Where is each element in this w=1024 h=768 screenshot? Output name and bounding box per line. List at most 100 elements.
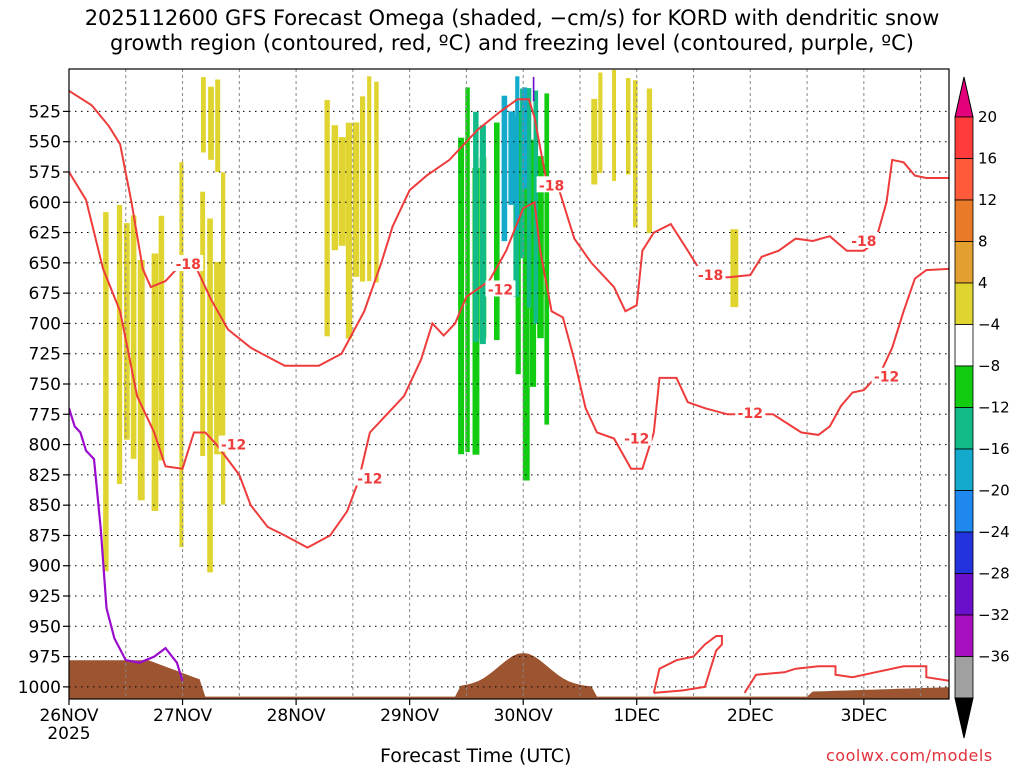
dgz-contour [652, 635, 723, 694]
colorbar-segment [954, 116, 974, 159]
omega-streak [458, 137, 465, 455]
colorbar-segment [954, 448, 974, 491]
omega-streak [515, 76, 520, 230]
omega-streak [530, 139, 537, 387]
colorbar-segment [954, 199, 974, 242]
x-tick-label: 29NOV [380, 706, 439, 726]
contour-label-bg [536, 176, 567, 193]
y-tick-label: 1000 [18, 678, 61, 698]
y-tick-label: 775 [29, 405, 61, 425]
grid-lines [69, 69, 949, 699]
y-tick-label: 600 [29, 193, 61, 213]
colorbar-top-arrow [954, 76, 974, 118]
terrain-surface [69, 653, 949, 699]
colorbar-segment [954, 490, 974, 533]
colorbar-label: −20 [978, 482, 1010, 500]
y-tick-label: 700 [29, 314, 61, 334]
contour-label-bg [218, 435, 249, 452]
y-tick-label: 800 [29, 436, 61, 456]
colorbar-label: −4 [978, 316, 1000, 334]
omega-streak [208, 86, 214, 160]
colorbar-segment [954, 531, 974, 574]
colorbar-segment [954, 158, 974, 201]
colorbar-label: 4 [978, 274, 988, 292]
y-tick-label: 900 [29, 557, 61, 577]
contour-lines [69, 89, 949, 694]
colorbar-segment [954, 407, 974, 450]
title-line-2: growth region (contoured, red, ºC) and f… [110, 31, 914, 55]
y-tick-label: 625 [29, 224, 61, 244]
contour-label: -12 [738, 406, 763, 422]
omega-streak [532, 76, 535, 102]
omega-streak [633, 80, 638, 228]
omega-streak [612, 69, 616, 181]
contour-label-bg [848, 232, 879, 249]
omega-streak [338, 137, 346, 246]
contour-labels: -18 -18 -18 -18 -12 -12 -12 -12 -12 -12 [173, 176, 902, 488]
contour-label: -18 [698, 268, 723, 284]
colorbar-segment [954, 365, 974, 408]
colorbar-label: −16 [978, 440, 1010, 458]
x-axis-label: Forecast Time (UTC) [380, 745, 572, 767]
y-axis: 525 550 575 600 625 650 675 700 725 750 775 800 825 8… [18, 102, 69, 698]
omega-streak [508, 111, 515, 205]
omega-streak [479, 125, 486, 345]
colorbar-segment [954, 614, 974, 657]
omega-streak [130, 215, 137, 459]
y-tick-label: 750 [29, 375, 61, 395]
omega-streak [215, 79, 221, 172]
omega-streak [324, 99, 330, 337]
contour-label: -12 [221, 438, 246, 454]
omega-streak [137, 260, 145, 501]
freezing-level-contour [69, 407, 184, 682]
y-tick-label: 825 [29, 466, 61, 486]
contour-label-bg [173, 255, 204, 272]
x-tick-label: 2DEC [727, 706, 774, 726]
colorbar-segment [954, 573, 974, 616]
y-tick-label: 550 [29, 133, 61, 153]
colorbar-label: 12 [978, 191, 997, 209]
contour-label-bg [621, 429, 652, 446]
omega-streak [151, 253, 159, 511]
omega-streak [465, 87, 470, 453]
x-tick-label: 28NOV [267, 706, 326, 726]
omega-streak [201, 77, 206, 153]
y-tick-label: 850 [29, 496, 61, 516]
colorbar-bottom-arrow [954, 697, 974, 739]
omega-shading [103, 69, 739, 573]
colorbar-label: −24 [978, 523, 1010, 541]
colorbar-label: −36 [978, 648, 1010, 666]
contour-label: -12 [624, 432, 649, 448]
colorbar-segment [954, 324, 974, 367]
omega-streak [123, 223, 130, 440]
y-tick-label: 875 [29, 526, 61, 546]
omega-streak [501, 95, 508, 242]
contour-label: -18 [176, 257, 201, 273]
colorbar-segment [954, 282, 974, 325]
x-tick-label: 30NOV [494, 706, 553, 726]
y-tick-label: 650 [29, 254, 61, 274]
contour-label: -18 [539, 178, 564, 194]
colorbar-label: 16 [978, 150, 997, 168]
omega-streak [646, 88, 653, 234]
omega-streak [367, 76, 372, 282]
contour-label: -12 [357, 472, 382, 488]
contour-label-bg [695, 265, 726, 282]
omega-streak [179, 162, 184, 548]
omega-streak [158, 215, 165, 461]
omega-streak [598, 72, 603, 173]
colorbar-segment [954, 241, 974, 284]
omega-streak [494, 122, 500, 341]
y-tick-label: 925 [29, 587, 61, 607]
y-tick-label: 675 [29, 284, 61, 304]
omega-streak [473, 111, 479, 343]
x-tick-label: 26NOV [39, 706, 98, 726]
title-line-1: 2025112600 GFS Forecast Omega (shaded, −… [84, 6, 940, 30]
terrain-layer [69, 653, 949, 699]
credit-link[interactable]: coolwx.com/models [826, 746, 993, 765]
contour-label: -12 [874, 370, 899, 386]
colorbar-segment [954, 656, 974, 699]
y-tick-label: 575 [29, 163, 61, 183]
omega-streak [207, 218, 213, 573]
